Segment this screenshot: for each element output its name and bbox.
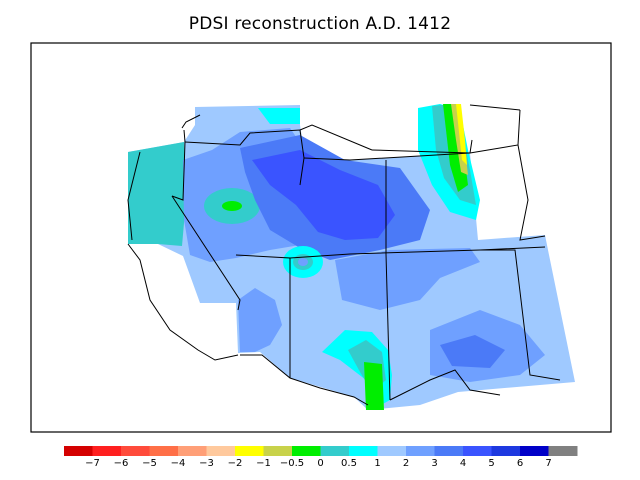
ut-blue-center — [298, 258, 308, 266]
state-boundaries — [127, 104, 561, 406]
legend-tick-label: −4 — [170, 458, 186, 469]
legend-swatch — [178, 446, 207, 456]
legend-tick-label: 6 — [516, 458, 524, 469]
legend-tick-label: 5 — [488, 458, 495, 469]
legend-swatch — [263, 446, 293, 456]
legend-swatch — [548, 446, 578, 456]
id-cyan-patch — [258, 108, 300, 124]
legend-tick-label: 0.5 — [341, 458, 357, 469]
legend-swatch — [149, 446, 179, 456]
nm-green-region — [364, 362, 384, 410]
tx-darker-blue — [440, 335, 505, 368]
legend-tick-label: −6 — [113, 458, 129, 469]
legend-swatch — [235, 446, 264, 456]
legend-tick-label: 2 — [402, 458, 410, 469]
mt-yellow-band — [456, 104, 467, 165]
legend-swatch — [320, 446, 350, 456]
legend-swatch — [92, 446, 122, 456]
legend-swatch — [406, 446, 435, 456]
wa-teal-region — [128, 142, 186, 246]
az-blue-region — [238, 288, 282, 352]
legend-swatch — [377, 446, 407, 456]
legend-swatch — [292, 446, 321, 456]
legend-tick-label: 7 — [545, 458, 552, 469]
legend-tick-label: 0 — [317, 458, 324, 469]
legend-tick-label: −3 — [199, 458, 214, 469]
legend-swatch — [491, 446, 521, 456]
legend-swatch — [434, 446, 464, 456]
legend-tick-label: 1 — [374, 458, 381, 469]
legend-tick-label: −1 — [256, 458, 271, 469]
legend-tick-label: −5 — [142, 458, 157, 469]
legend-swatch — [520, 446, 549, 456]
legend-tick-label: 3 — [431, 458, 438, 469]
legend-tick-label: −2 — [227, 458, 243, 469]
legend-tick-label: 4 — [459, 458, 467, 469]
legend-swatch — [64, 446, 93, 456]
legend-swatch — [121, 446, 150, 456]
legend-swatch — [463, 446, 492, 456]
legend-tick-label: −0.5 — [279, 458, 305, 469]
legend-swatch — [349, 446, 378, 456]
legend-tick-label: −7 — [85, 458, 100, 469]
ut-co-dark-blue-core — [252, 150, 395, 240]
map-title: PDSI reconstruction A.D. 1412 — [188, 14, 452, 34]
legend-swatch — [206, 446, 236, 456]
id-green-core — [222, 201, 242, 211]
co-se-blue — [335, 248, 480, 310]
